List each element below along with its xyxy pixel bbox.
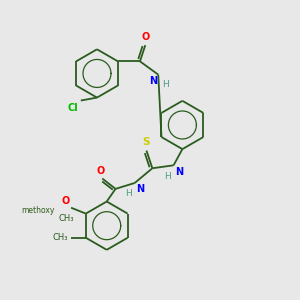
Text: H: H	[125, 189, 132, 198]
Text: H: H	[162, 80, 169, 89]
Text: methoxy: methoxy	[22, 206, 55, 215]
Text: H: H	[164, 172, 171, 181]
Text: N: N	[149, 76, 157, 86]
Text: O: O	[61, 196, 70, 206]
Text: Cl: Cl	[68, 103, 79, 113]
Text: CH₃: CH₃	[59, 214, 74, 223]
Text: O: O	[141, 32, 149, 42]
Text: O: O	[97, 166, 105, 176]
Text: N: N	[136, 184, 144, 194]
Text: N: N	[175, 167, 183, 177]
Text: S: S	[142, 137, 150, 147]
Text: CH₃: CH₃	[52, 233, 68, 242]
